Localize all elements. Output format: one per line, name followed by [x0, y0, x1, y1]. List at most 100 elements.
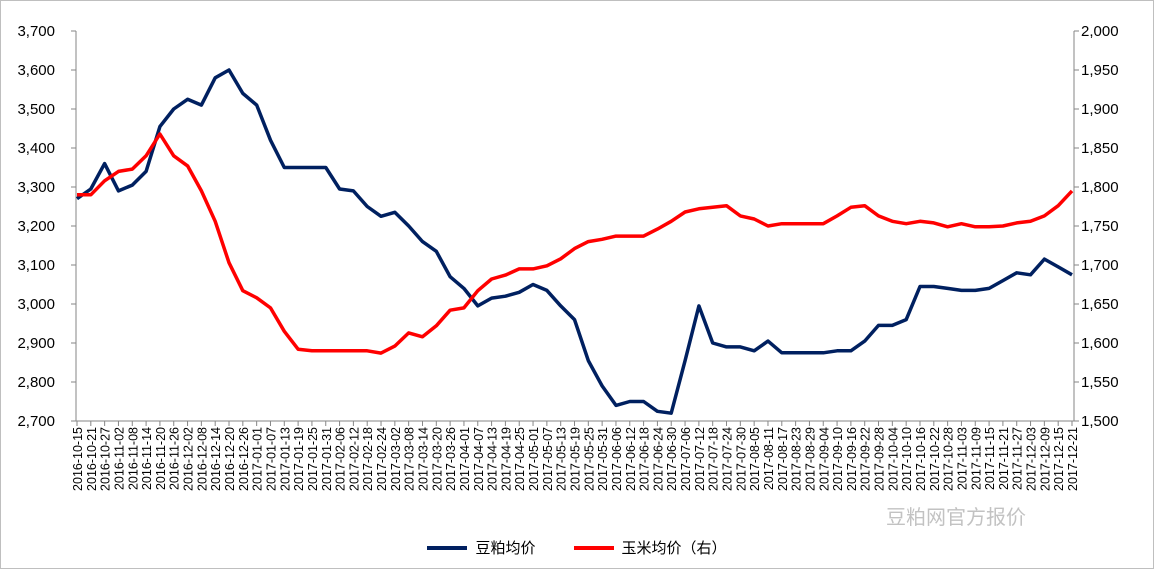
- x-tick-label: 2017-05-07: [541, 427, 555, 491]
- x-tick-label: 2017-07-06: [679, 427, 693, 491]
- left-tick-label: 3,300: [17, 179, 55, 196]
- left-tick-label: 3,600: [17, 62, 55, 79]
- legend-item-soymeal: 豆粕均价: [427, 537, 536, 558]
- x-tick-label: 2017-08-29: [803, 427, 817, 491]
- left-tick-label: 3,000: [17, 296, 55, 313]
- x-tick-label: 2017-05-13: [555, 427, 569, 491]
- right-tick-label: 1,950: [1081, 62, 1119, 79]
- right-tick-label: 1,600: [1081, 335, 1119, 352]
- x-tick-label: 2017-11-27: [1011, 427, 1025, 490]
- x-tick-label: 2017-10-22: [928, 427, 942, 491]
- x-tick-label: 2017-08-17: [776, 427, 790, 491]
- right-tick-label: 1,900: [1081, 101, 1119, 118]
- left-tick-label: 2,900: [17, 335, 55, 352]
- x-tick-label: 2017-12-09: [1038, 427, 1052, 491]
- x-tick-label: 2017-06-18: [638, 427, 652, 491]
- x-tick-label: 2017-01-07: [264, 427, 278, 491]
- x-tick-label: 2016-10-15: [71, 427, 85, 491]
- x-tick-label: 2017-10-04: [886, 427, 900, 491]
- x-tick-label: 2017-11-15: [983, 427, 997, 490]
- x-tick-label: 2017-01-13: [278, 427, 292, 491]
- x-tick-label: 2017-03-20: [430, 427, 444, 491]
- x-tick-label: 2017-12-03: [1025, 427, 1039, 491]
- left-tick-label: 3,500: [17, 101, 55, 118]
- x-tick-label: 2016-10-21: [85, 427, 99, 491]
- x-tick-label: 2017-06-06: [610, 427, 624, 491]
- x-tick-label: 2016-12-20: [223, 427, 237, 491]
- x-tick-label: 2017-07-18: [707, 427, 721, 491]
- x-tick-label: 2017-03-26: [444, 427, 458, 491]
- x-tick-label: 2017-08-11: [762, 427, 776, 490]
- x-tick-label: 2017-09-10: [831, 427, 845, 491]
- series-line-corn: [77, 132, 1074, 355]
- x-tick-label: 2017-09-16: [845, 427, 859, 491]
- x-tick-label: 2016-11-20: [154, 427, 168, 490]
- x-tick-label: 2016-12-02: [182, 427, 196, 491]
- x-tick-label: 2017-07-30: [734, 427, 748, 491]
- left-tick-label: 2,700: [17, 413, 55, 430]
- x-tick-label: 2017-04-25: [513, 427, 527, 491]
- right-tick-label: 1,750: [1081, 218, 1119, 235]
- x-tick-label: 2016-11-26: [168, 427, 182, 490]
- left-tick-label: 3,100: [17, 257, 55, 274]
- legend-label-soymeal: 豆粕均价: [475, 539, 536, 557]
- x-tick-label: 2016-12-14: [209, 427, 223, 491]
- x-tick-label: 2016-11-08: [126, 427, 140, 490]
- left-tick-label: 2,800: [17, 374, 55, 391]
- right-tick-label: 1,500: [1081, 413, 1119, 430]
- x-tick-label: 2017-03-02: [389, 427, 403, 491]
- left-tick-label: 3,400: [17, 140, 55, 157]
- x-tick-label: 2017-02-24: [375, 427, 389, 491]
- right-tick-label: 1,700: [1081, 257, 1119, 274]
- x-tick-label: 2017-04-07: [472, 427, 486, 491]
- x-tick-label: 2017-03-08: [403, 427, 417, 491]
- x-tick-label: 2017-07-12: [693, 427, 707, 491]
- x-tick-label: 2017-05-25: [582, 427, 596, 491]
- x-tick-label: 2017-12-15: [1052, 427, 1066, 491]
- x-tick-label: 2016-12-26: [237, 427, 251, 491]
- right-tick-label: 2,000: [1081, 23, 1119, 40]
- x-tick-label: 2017-04-19: [499, 427, 513, 491]
- legend-swatch-soymeal: [427, 545, 468, 550]
- x-tick-label: 2017-01-01: [251, 427, 265, 491]
- x-tick-label: 2017-01-25: [306, 427, 320, 491]
- legend-item-corn: 玉米均价（右）: [573, 537, 727, 558]
- x-tick-label: 2017-02-12: [347, 427, 361, 491]
- x-tick-label: 2016-11-14: [140, 427, 154, 490]
- x-tick-label: 2016-10-27: [99, 427, 113, 491]
- x-tick-label: 2017-06-12: [624, 427, 638, 491]
- x-tick-label: 2017-02-18: [361, 427, 375, 491]
- right-tick-label: 1,650: [1081, 296, 1119, 313]
- x-tick-label: 2017-10-16: [914, 427, 928, 491]
- x-tick-label: 2017-02-06: [334, 427, 348, 491]
- legend-label-corn: 玉米均价（右）: [621, 539, 727, 557]
- x-tick-label: 2017-06-30: [665, 427, 679, 491]
- right-tick-label: 1,850: [1081, 140, 1119, 157]
- x-tick-label: 2017-01-19: [292, 427, 306, 491]
- right-tick-label: 1,550: [1081, 374, 1119, 391]
- x-tick-label: 2017-12-21: [1066, 427, 1080, 491]
- x-tick-label: 2017-09-04: [817, 427, 831, 491]
- left-tick-label: 3,700: [17, 23, 55, 40]
- x-tick-label: 2017-01-31: [320, 427, 334, 491]
- x-tick-label: 2017-11-03: [955, 427, 969, 490]
- x-tick-label: 2017-06-24: [651, 427, 665, 491]
- x-tick-label: 2017-03-14: [416, 427, 430, 491]
- x-tick-label: 2017-05-31: [596, 427, 610, 491]
- x-tick-label: 2017-04-01: [458, 427, 472, 491]
- x-tick-label: 2017-07-24: [721, 427, 735, 491]
- watermark: 豆粕网官方报价: [886, 505, 1026, 529]
- x-tick-label: 2016-12-08: [195, 427, 209, 491]
- x-tick-label: 2016-11-02: [112, 427, 126, 490]
- x-tick-label: 2017-05-19: [569, 427, 583, 491]
- x-tick-label: 2017-09-28: [873, 427, 887, 491]
- x-tick-label: 2017-08-05: [748, 427, 762, 491]
- x-tick-label: 2017-11-21: [997, 427, 1011, 490]
- left-tick-label: 3,200: [17, 218, 55, 235]
- series-line-soymeal: [75, 68, 1073, 415]
- x-tick-label: 2017-08-23: [790, 427, 804, 491]
- x-tick-label: 2017-04-13: [486, 427, 500, 491]
- legend: 豆粕均价 玉米均价（右）: [1, 537, 1153, 558]
- legend-swatch-corn: [573, 545, 614, 550]
